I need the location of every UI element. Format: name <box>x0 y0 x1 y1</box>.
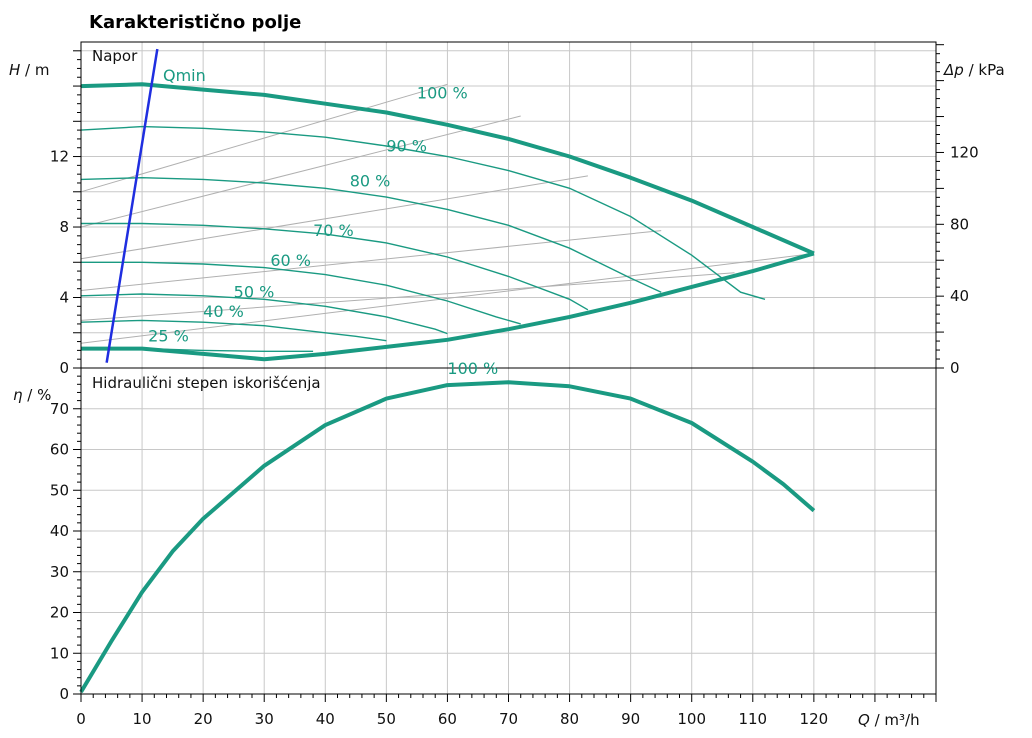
speed-curve-90 <box>80 125 766 300</box>
x-tick-label: 70 <box>499 710 518 728</box>
system-curve-1 <box>80 272 735 321</box>
x-tick-label: 50 <box>377 710 396 728</box>
qmin-label: Qmin <box>163 66 206 85</box>
y-left-tick-label-bottom: 0 <box>59 685 69 703</box>
system-curve-3 <box>80 175 588 260</box>
y-right-axis-title: Δp / kPa <box>943 61 1005 79</box>
speed-curve-label: 25 % <box>148 327 189 346</box>
y-left-tick-label-top: 4 <box>59 289 69 307</box>
axes <box>73 41 944 702</box>
speed-curve-50 <box>80 293 448 335</box>
x-tick-label: 90 <box>621 710 640 728</box>
speed-curve-label: 60 % <box>270 251 311 270</box>
y-right-axis-title-unit: / kPa <box>964 61 1005 79</box>
x-tick-label: 120 <box>800 710 829 728</box>
efficiency-curve <box>79 380 816 694</box>
y-right-tick-label: 120 <box>950 143 979 161</box>
y-left-axis-title-bottom: η / % <box>13 386 51 404</box>
x-axis-title-unit: / m³/h <box>870 711 920 729</box>
y-left-axis-title-top-unit: / m <box>20 61 49 79</box>
y-right-tick-label: 0 <box>950 359 960 377</box>
x-tick-label: 40 <box>316 710 335 728</box>
speed-curve-label: 80 % <box>350 171 391 190</box>
y-left-tick-label-bottom: 60 <box>50 441 69 459</box>
x-tick-label: 80 <box>560 710 579 728</box>
y-left-tick-label-top: 12 <box>50 148 69 166</box>
y-right-tick-label: 40 <box>950 287 969 305</box>
system-curve-0 <box>80 253 814 344</box>
x-tick-label: 100 <box>677 710 706 728</box>
speed-curve-60 <box>81 261 521 325</box>
efficiency-curve-label: 100 % <box>447 359 498 378</box>
y-left-tick-label-bottom: 50 <box>50 481 69 499</box>
x-tick-label: 10 <box>133 710 152 728</box>
bottom-panel-title: Hidraulični stepen iskorišćenja <box>92 374 321 392</box>
x-axis-title-var: Q <box>858 711 870 729</box>
system-curve-2 <box>80 230 662 291</box>
x-axis-title: Q / m³/h <box>858 711 920 729</box>
speed-curve-label: 40 % <box>203 302 244 321</box>
qmin-line <box>105 48 159 363</box>
qmin-line-group <box>105 48 159 363</box>
system-curve-5 <box>80 83 448 193</box>
y-left-tick-label-bottom: 40 <box>50 522 69 540</box>
x-tick-label: 110 <box>738 710 767 728</box>
min-speed-curve <box>81 251 815 362</box>
speed-curve-label: 90 % <box>386 136 427 155</box>
y-left-axis-title-top: H / m <box>9 61 49 79</box>
efficiency-curve-group <box>79 380 816 694</box>
y-left-tick-label-bottom: 20 <box>50 604 69 622</box>
system-curves <box>80 83 814 344</box>
y-left-tick-label-bottom: 10 <box>50 644 69 662</box>
speed-curve-label: 50 % <box>234 283 275 302</box>
axis-titles: H / m Δp / kPa η / % Q / m³/h Napor Hidraulič… <box>9 47 1005 729</box>
y-left-axis-title-bottom-var: η <box>13 386 23 404</box>
speed-curve-label: 70 % <box>313 221 354 240</box>
speed-curve-40 <box>80 319 387 342</box>
x-tick-label: 30 <box>255 710 274 728</box>
x-tick-label: 20 <box>194 710 213 728</box>
y-left-tick-label-bottom: 30 <box>50 563 69 581</box>
system-curve-4 <box>80 115 521 228</box>
max-speed-label: 100 % <box>417 83 468 102</box>
envelope-curves <box>80 82 815 362</box>
y-right-tick-label: 80 <box>950 215 969 233</box>
y-right-axis-title-var: Δp <box>943 61 964 79</box>
top-panel-title: Napor <box>92 47 138 65</box>
y-left-axis-title-bottom-unit: / % <box>23 386 52 404</box>
y-left-axis-title-top-var: H <box>9 61 20 79</box>
speed-curve-70 <box>81 222 589 311</box>
y-left-tick-label-top: 8 <box>59 218 69 236</box>
curve-labels: 90 % 80 % 70 %60 % 50 %40 % 25 % 100 % 100 % Qm… <box>148 66 498 378</box>
max-speed-curve <box>80 82 815 256</box>
speed-curves <box>80 125 766 352</box>
x-tick-label: 0 <box>76 710 86 728</box>
x-tick-label: 60 <box>438 710 457 728</box>
chart-title: Karakteristično polje <box>89 12 301 33</box>
speed-curve-80 <box>80 176 662 293</box>
y-left-tick-label-top: 0 <box>59 359 69 377</box>
y-left-tick-label-bottom: 70 <box>50 400 69 418</box>
